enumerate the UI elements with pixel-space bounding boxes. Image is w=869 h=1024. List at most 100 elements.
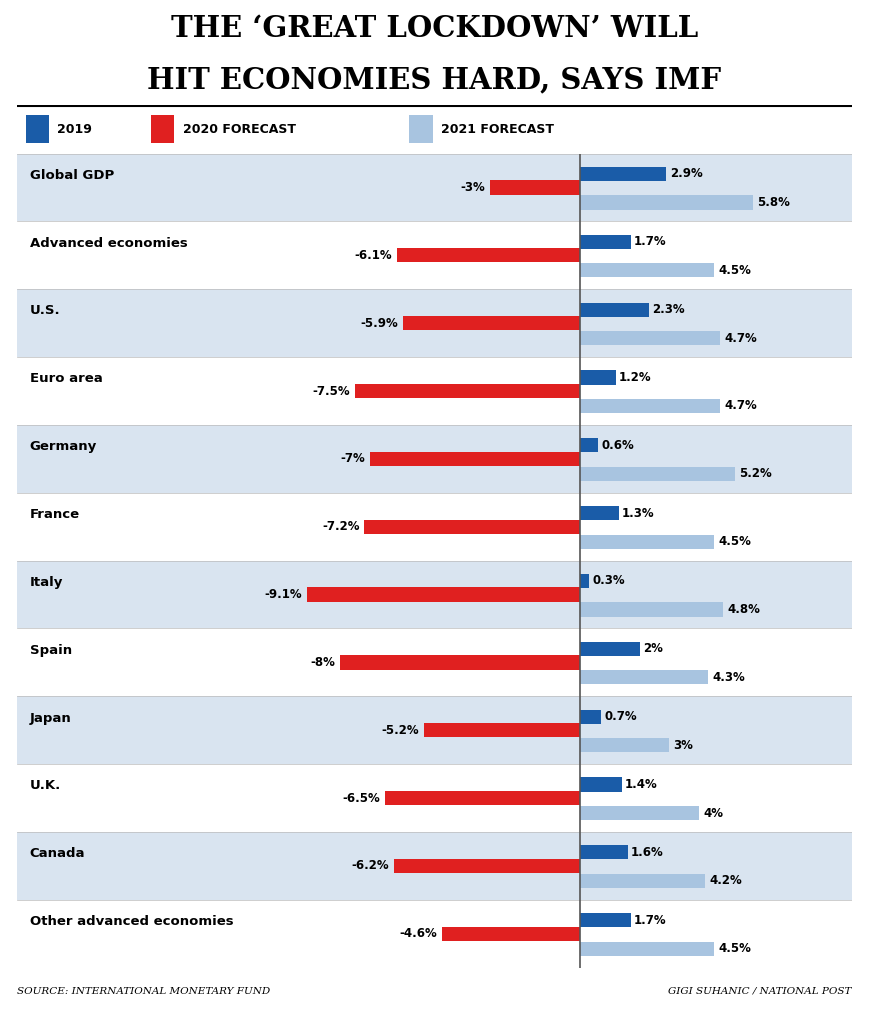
Text: -6.2%: -6.2% xyxy=(352,859,389,872)
Bar xyxy=(17,289,852,357)
Text: 1.2%: 1.2% xyxy=(619,371,652,384)
Bar xyxy=(580,845,627,859)
Bar xyxy=(364,519,580,534)
Bar xyxy=(580,642,640,656)
Text: Canada: Canada xyxy=(30,847,85,860)
Text: 1.7%: 1.7% xyxy=(634,913,667,927)
Bar xyxy=(580,331,720,345)
Text: 0.3%: 0.3% xyxy=(592,574,625,588)
Text: 4.2%: 4.2% xyxy=(709,874,742,888)
Bar xyxy=(17,357,852,425)
Text: 3%: 3% xyxy=(673,738,693,752)
Text: -7.5%: -7.5% xyxy=(313,385,350,397)
Text: Other advanced economies: Other advanced economies xyxy=(30,915,234,928)
Text: Italy: Italy xyxy=(30,575,63,589)
Bar xyxy=(355,384,580,398)
Text: 0.6%: 0.6% xyxy=(601,439,634,452)
Text: -6.1%: -6.1% xyxy=(355,249,393,262)
Text: U.S.: U.S. xyxy=(30,304,60,317)
Text: Germany: Germany xyxy=(30,440,97,454)
Text: 4.3%: 4.3% xyxy=(712,671,745,684)
Text: Japan: Japan xyxy=(30,712,71,725)
Text: 1.6%: 1.6% xyxy=(631,846,664,859)
Text: -7.2%: -7.2% xyxy=(322,520,360,534)
Bar xyxy=(580,602,723,616)
Text: 4.5%: 4.5% xyxy=(718,536,751,548)
Bar xyxy=(17,696,852,764)
Text: 5.2%: 5.2% xyxy=(739,467,772,480)
Text: 2021 FORECAST: 2021 FORECAST xyxy=(441,123,554,135)
Bar xyxy=(580,710,600,724)
Text: -5.2%: -5.2% xyxy=(381,724,420,736)
Bar xyxy=(340,655,580,670)
Text: 4.7%: 4.7% xyxy=(724,399,757,413)
Bar xyxy=(403,316,580,331)
Text: -6.5%: -6.5% xyxy=(342,792,381,805)
Bar xyxy=(580,467,735,481)
Bar xyxy=(17,154,852,221)
Text: 4.5%: 4.5% xyxy=(718,264,751,276)
Bar xyxy=(580,506,619,520)
Text: 5.8%: 5.8% xyxy=(757,196,790,209)
Text: 2020 FORECAST: 2020 FORECAST xyxy=(182,123,295,135)
Text: -4.6%: -4.6% xyxy=(400,928,437,940)
Bar xyxy=(17,831,852,900)
Bar xyxy=(397,248,580,262)
Text: Spain: Spain xyxy=(30,644,72,656)
Text: SOURCE: INTERNATIONAL MONETARY FUND: SOURCE: INTERNATIONAL MONETARY FUND xyxy=(17,987,270,995)
Bar xyxy=(580,777,621,792)
Text: 2%: 2% xyxy=(643,642,663,655)
Bar xyxy=(17,900,852,968)
Text: France: France xyxy=(30,508,80,521)
Text: 4.5%: 4.5% xyxy=(718,942,751,955)
Text: U.K.: U.K. xyxy=(30,779,61,793)
Bar xyxy=(394,859,580,873)
Text: 4%: 4% xyxy=(703,807,723,819)
Bar xyxy=(580,398,720,413)
Bar xyxy=(17,493,852,561)
Text: Global GDP: Global GDP xyxy=(30,169,114,182)
Bar xyxy=(307,588,580,602)
Text: -7%: -7% xyxy=(341,453,365,465)
Text: Advanced economies: Advanced economies xyxy=(30,237,188,250)
Text: GIGI SUHANIC / NATIONAL POST: GIGI SUHANIC / NATIONAL POST xyxy=(668,987,852,995)
Bar xyxy=(580,371,615,385)
Text: -9.1%: -9.1% xyxy=(265,588,302,601)
Bar xyxy=(17,629,852,696)
Text: 2.9%: 2.9% xyxy=(670,168,703,180)
Text: 0.7%: 0.7% xyxy=(604,711,637,723)
Text: 4.8%: 4.8% xyxy=(727,603,760,616)
Bar xyxy=(17,221,852,289)
Bar xyxy=(580,438,598,453)
Text: 1.3%: 1.3% xyxy=(622,507,654,519)
Bar xyxy=(580,670,708,684)
Bar xyxy=(580,941,714,955)
Text: THE ‘GREAT LOCKDOWN’ WILL: THE ‘GREAT LOCKDOWN’ WILL xyxy=(171,14,698,43)
Bar xyxy=(441,927,580,941)
Bar xyxy=(370,452,580,466)
Text: -3%: -3% xyxy=(461,181,485,194)
Bar xyxy=(580,302,648,316)
Text: 1.7%: 1.7% xyxy=(634,236,667,248)
Bar xyxy=(17,425,852,493)
Bar xyxy=(385,791,580,805)
Text: Euro area: Euro area xyxy=(30,373,103,385)
Bar xyxy=(580,535,714,549)
FancyBboxPatch shape xyxy=(409,116,433,142)
Bar xyxy=(424,723,580,737)
Bar xyxy=(580,873,706,888)
Bar xyxy=(17,764,852,831)
Bar xyxy=(580,913,631,928)
Text: HIT ECONOMIES HARD, SAYS IMF: HIT ECONOMIES HARD, SAYS IMF xyxy=(148,66,721,94)
Bar xyxy=(490,180,580,195)
Bar xyxy=(580,573,588,588)
Text: 4.7%: 4.7% xyxy=(724,332,757,345)
FancyBboxPatch shape xyxy=(26,116,49,142)
Bar xyxy=(580,196,753,210)
Text: 1.4%: 1.4% xyxy=(625,778,658,791)
Bar xyxy=(17,561,852,629)
FancyBboxPatch shape xyxy=(151,116,174,142)
Bar xyxy=(580,234,631,249)
Text: 2019: 2019 xyxy=(57,123,92,135)
Bar xyxy=(580,167,667,181)
